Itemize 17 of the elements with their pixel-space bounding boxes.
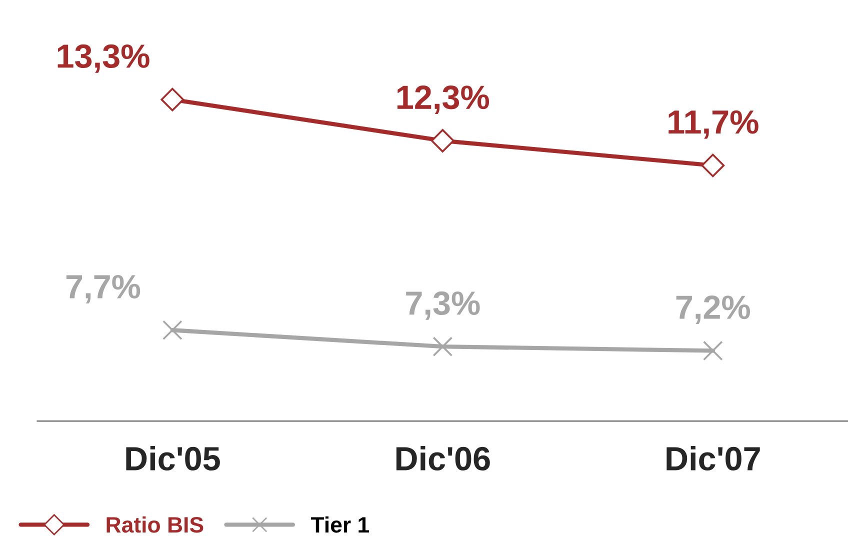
point bbox=[701, 154, 725, 178]
point bbox=[430, 129, 454, 152]
data-label: 11,7% bbox=[668, 110, 758, 139]
x-tick-label: Dic'05 bbox=[126, 446, 220, 471]
point bbox=[432, 336, 453, 357]
data-label: 7,2% bbox=[676, 296, 750, 324]
point bbox=[160, 88, 184, 112]
legend-label: Tier 1 bbox=[310, 516, 369, 533]
data-label: 7,7% bbox=[66, 275, 140, 304]
point bbox=[162, 320, 182, 340]
data-label: 7,3% bbox=[406, 291, 480, 320]
legend-label: Ratio BIS bbox=[106, 516, 204, 533]
data-label: 12,3% bbox=[398, 86, 490, 114]
x-tick-label: Dic'07 bbox=[666, 446, 760, 471]
data-label: 13,3% bbox=[58, 44, 150, 73]
point bbox=[702, 340, 723, 361]
x-tick-label: Dic'06 bbox=[396, 446, 490, 471]
